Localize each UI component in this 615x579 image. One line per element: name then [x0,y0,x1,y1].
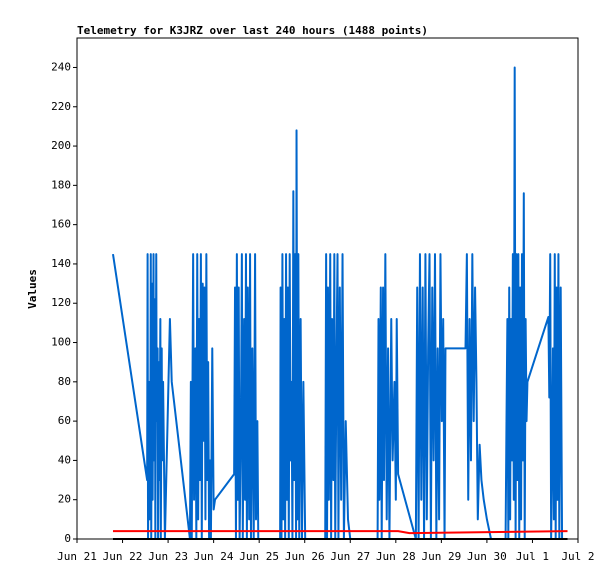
x-tick-label: Jun 29 [421,550,461,563]
y-tick-label: 60 [58,414,71,427]
y-axis-label: Values [26,269,39,309]
y-tick-label: 0 [64,532,71,545]
series-line [111,66,568,540]
y-tick-label: 20 [58,493,71,506]
y-tick-label: 40 [58,453,71,466]
x-tick-label: Jun 21 [57,550,97,563]
x-tick-label: Jun 24 [194,550,234,563]
y-tick-label: 180 [51,178,71,191]
y-tick-label: 80 [58,375,71,388]
y-tick-label: 160 [51,218,71,231]
y-tick-label: 240 [51,60,71,73]
y-tick-label: 100 [51,336,71,349]
x-tick-label: Jun 25 [239,550,279,563]
series-line [112,530,568,535]
x-tick-label: Jul 1 [516,550,549,563]
x-tick-label: Jun 26 [285,550,325,563]
y-tick-label: 120 [51,296,71,309]
y-tick-label: 140 [51,257,71,270]
x-tick-label: Jun 23 [148,550,188,563]
chart-title: Telemetry for K3JRZ over last 240 hours … [77,24,428,37]
x-tick-label: Jul 2 [561,550,594,563]
x-tick-label: Jun 30 [467,550,507,563]
x-tick-label: Jun 22 [103,550,143,563]
x-tick-label: Jun 28 [376,550,416,563]
y-tick-label: 200 [51,139,71,152]
y-tick-label: 220 [51,100,71,113]
x-tick-label: Jun 27 [330,550,370,563]
